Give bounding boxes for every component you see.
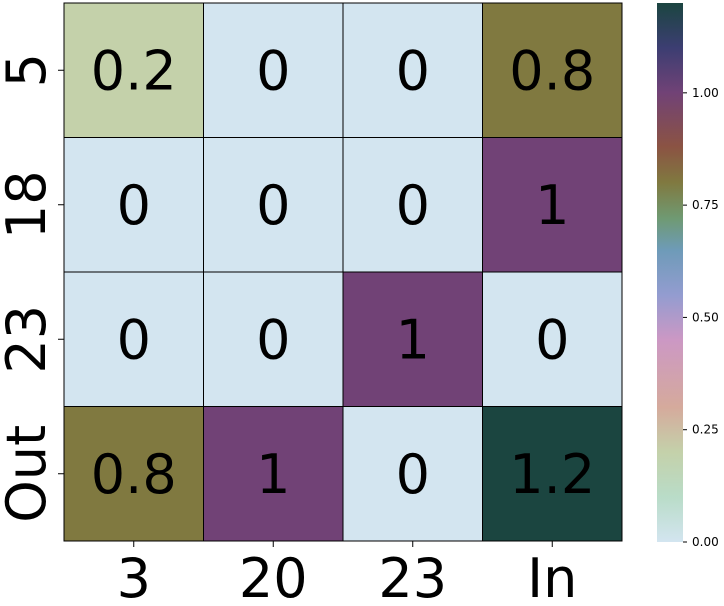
- x-tick-label: 20: [239, 547, 308, 606]
- cell-value-label: 0: [117, 174, 151, 237]
- y-tick-label: 5: [0, 53, 58, 87]
- cell-value-label: 0: [396, 443, 430, 506]
- colorbar: 0.00 0.25 0.50 0.75 1.00: [657, 3, 719, 549]
- heatmap-cell-labels: 0.2 0 0 0.8 0 0 0 1 0 0 1 0 0.8 1 0 1.2: [91, 39, 595, 506]
- cell-value-label: 1: [396, 308, 430, 371]
- cell-value-label: 0: [396, 174, 430, 237]
- heatmap-cell-Out-23: [342, 406, 483, 542]
- cell-value-label: 0: [256, 308, 290, 371]
- cell-value-label: 0: [117, 308, 151, 371]
- heatmap-cell-23-In: [482, 271, 623, 407]
- cell-value-label: 0: [256, 39, 290, 102]
- heatmap-cell-5-20: [203, 2, 344, 138]
- heatmap-cell-18-20: [203, 137, 344, 273]
- x-axis: 3 20 23 In: [117, 541, 577, 606]
- heatmap-cell-5-3: [63, 2, 204, 138]
- y-tick-label: 23: [0, 305, 58, 374]
- heatmap-cell-5-In: [482, 2, 623, 138]
- heatmap-cell-23-20: [203, 271, 344, 407]
- cell-value-label: 0: [535, 308, 569, 371]
- heatmap-cell-Out-20: [203, 406, 344, 542]
- heatmap-cell-5-23: [342, 2, 483, 138]
- cell-value-label: 1: [535, 174, 569, 237]
- colorbar-tick-label: 0.25: [692, 423, 719, 437]
- x-tick-label: 23: [378, 547, 447, 606]
- cell-value-label: 0.2: [91, 39, 177, 102]
- y-axis: 5 18 23 Out: [0, 53, 64, 523]
- colorbar-tick-label: 0.75: [692, 198, 719, 212]
- heatmap-cell-18-3: [63, 137, 204, 273]
- heatmap-cell-Out-In: [482, 406, 623, 542]
- cell-value-label: 0: [396, 39, 430, 102]
- colorbar-gradient: [657, 3, 683, 542]
- cell-value-label: 1.2: [509, 443, 595, 506]
- heatmap-cell-Out-3: [63, 406, 204, 542]
- y-tick-label: Out: [0, 425, 58, 523]
- cell-value-label: 0.8: [91, 443, 177, 506]
- y-tick-label: 18: [0, 170, 58, 239]
- colorbar-tick-label: 0.50: [692, 310, 719, 324]
- cell-value-label: 0: [256, 174, 290, 237]
- colorbar-tick-label: 1.00: [692, 86, 719, 100]
- heatmap-cell-18-In: [482, 137, 623, 273]
- cell-value-label: 1: [256, 443, 290, 506]
- x-tick-label: 3: [117, 547, 151, 606]
- heatmap-cells: [63, 2, 623, 542]
- cell-value-label: 0.8: [509, 39, 595, 102]
- x-tick-label: In: [527, 547, 577, 606]
- colorbar-tick-label: 0.00: [692, 535, 719, 549]
